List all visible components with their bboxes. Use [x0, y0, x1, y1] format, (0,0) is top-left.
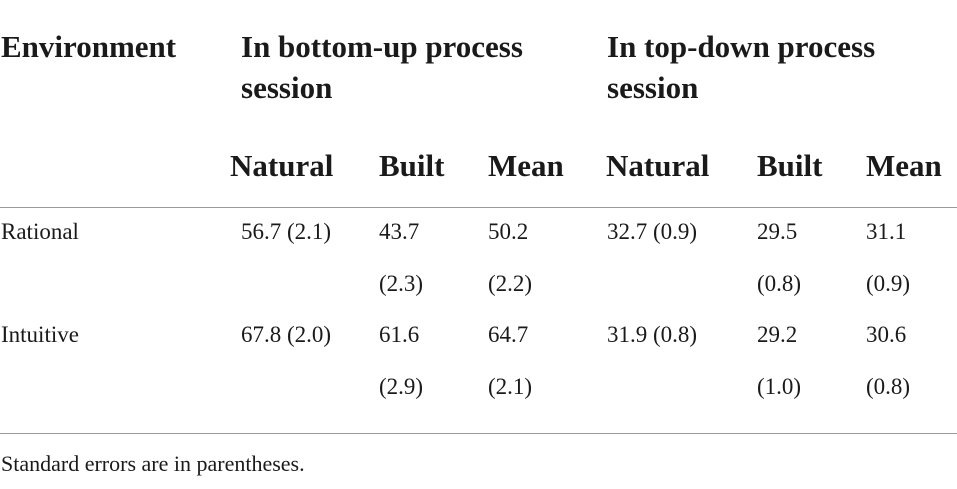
subheader-bu-mean: Mean: [488, 148, 564, 183]
row-label-rational: Rational: [1, 219, 79, 244]
subheader-td-built: Built: [757, 148, 823, 183]
header-bottom-up-line1: In bottom-up process: [241, 29, 523, 64]
cell-intuitive-td-mean-se: (0.8): [866, 374, 911, 399]
header-rule: [0, 207, 957, 208]
cell-rational-bu-built-se: (2.3): [379, 271, 424, 296]
subheader-td-natural: Natural: [606, 148, 710, 183]
cell-intuitive-td-built: 29.2: [757, 322, 798, 347]
cell-intuitive-td-built-se: (1.0): [757, 374, 802, 399]
cell-rational-td-mean: 31.1: [866, 219, 907, 244]
row-label-intuitive: Intuitive: [1, 322, 79, 347]
cell-intuitive-td-mean: 30.6: [866, 322, 907, 347]
header-top-down-line2: session: [607, 70, 699, 105]
cell-rational-bu-built: 43.7: [379, 219, 420, 244]
header-top-down-line1: In top-down process: [607, 29, 876, 64]
cell-rational-bu-mean-se: (2.2): [488, 271, 533, 296]
cell-rational-td-built: 29.5: [757, 219, 798, 244]
cell-rational-td-built-se: (0.8): [757, 271, 802, 296]
cell-intuitive-bu-mean-se: (2.1): [488, 374, 533, 399]
cell-intuitive-bu-built-se: (2.9): [379, 374, 424, 399]
subheader-bu-built: Built: [379, 148, 445, 183]
subheader-bu-natural: Natural: [230, 148, 334, 183]
cell-rational-td-mean-se: (0.9): [866, 271, 911, 296]
cell-rational-bu-natural: 56.7 (2.1): [241, 219, 332, 244]
header-bottom-up-line2: session: [241, 70, 333, 105]
footer-rule: [0, 433, 957, 434]
subheader-td-mean: Mean: [866, 148, 942, 183]
cell-intuitive-bu-natural: 67.8 (2.0): [241, 322, 332, 347]
cell-intuitive-td-natural: 31.9 (0.8): [607, 322, 698, 347]
table-footnote: Standard errors are in parentheses.: [1, 451, 305, 476]
cell-intuitive-bu-built: 61.6: [379, 322, 420, 347]
cell-rational-bu-mean: 50.2: [488, 219, 529, 244]
cell-intuitive-bu-mean: 64.7: [488, 322, 529, 347]
header-environment: Environment: [1, 29, 177, 64]
cell-rational-td-natural: 32.7 (0.9): [607, 219, 698, 244]
